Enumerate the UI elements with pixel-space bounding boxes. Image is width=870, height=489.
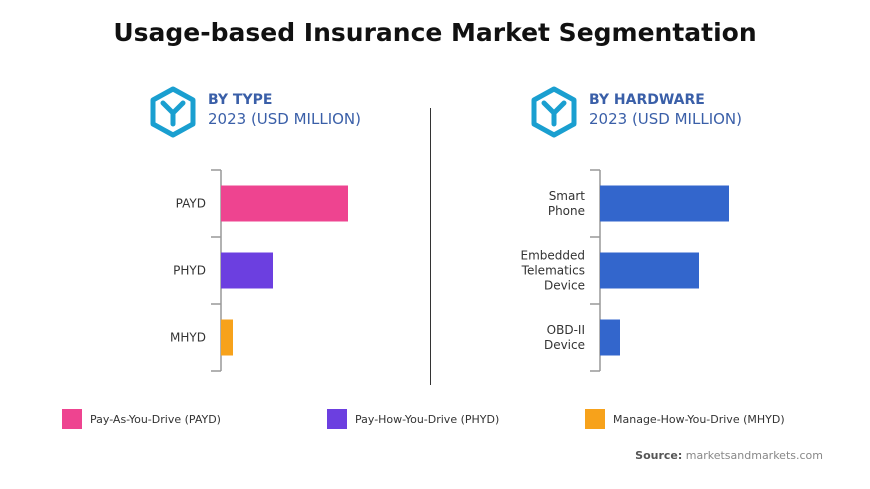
panel-subheading: 2023 (USD MILLION) [208,110,361,128]
legend-swatch [62,409,82,429]
legend-label: Pay-As-You-Drive (PAYD) [90,412,221,426]
legend-swatch [327,409,347,429]
bar-mhyd [221,319,233,356]
source-label: Source: [635,449,683,462]
bar-smart-phone [600,185,729,222]
bar-phyd [221,252,273,289]
legend-label: Pay-How-You-Drive (PHYD) [355,412,500,426]
legend-swatch [585,409,605,429]
category-label: MHYD [170,331,206,345]
chart-title: Usage-based Insurance Market Segmentatio… [113,18,757,47]
bar-payd [221,185,348,222]
legend-item-phyd: Pay-How-You-Drive (PHYD) [327,409,499,429]
legend-item-mhyd: Manage-How-You-Drive (MHYD) [585,409,785,429]
panel-divider [430,108,431,385]
category-label: PHYD [173,264,206,278]
hexagon-y-icon [531,86,577,138]
source-text: marketsandmarkets.com [685,449,823,462]
bar-obd-ii-device [600,319,620,356]
category-label: PAYD [176,197,206,211]
legend-item-payd: Pay-As-You-Drive (PAYD) [62,409,221,429]
panel-heading: BY TYPE [208,92,273,108]
panel-subheading: 2023 (USD MILLION) [589,110,742,128]
category-label: Smart Phone [548,189,585,218]
source-note: Source: marketsandmarkets.com [635,449,823,462]
category-label: OBD-II Device [544,323,585,352]
category-label: Embedded Telematics Device [520,249,585,293]
bar-embedded-telematics-device [600,252,699,289]
legend-label: Manage-How-You-Drive (MHYD) [613,412,785,426]
hexagon-y-icon [150,86,196,138]
panel-heading: BY HARDWARE [589,92,705,108]
